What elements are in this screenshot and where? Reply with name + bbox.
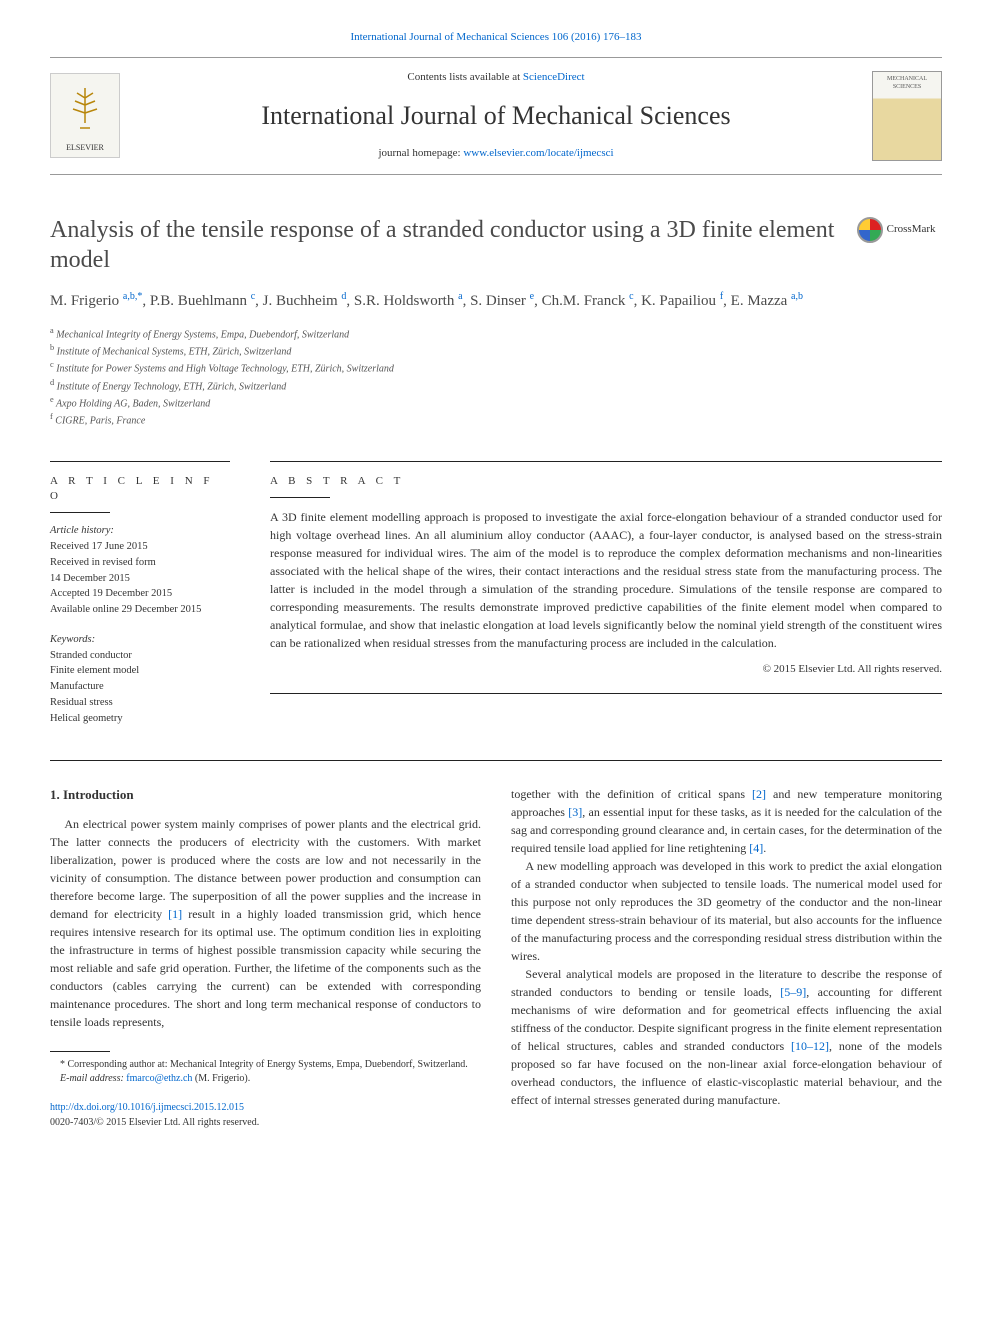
body-columns: 1. Introduction An electrical power syst… <box>50 785 942 1130</box>
keyword-line: Helical geometry <box>50 711 230 727</box>
footnotes: * Corresponding author at: Mechanical In… <box>50 1058 481 1086</box>
keyword-line: Manufacture <box>50 679 230 695</box>
body-divider-top <box>50 760 942 761</box>
email-suffix: (M. Frigerio). <box>192 1073 250 1084</box>
homepage-line: journal homepage: www.elsevier.com/locat… <box>120 146 872 161</box>
crossmark-badge[interactable]: CrossMark <box>857 215 942 245</box>
affiliation-line: b Institute of Mechanical Systems, ETH, … <box>50 342 942 359</box>
affiliation-line: e Axpo Holding AG, Baden, Switzerland <box>50 394 942 411</box>
title-row: Analysis of the tensile response of a st… <box>50 215 942 289</box>
crossmark-label: CrossMark <box>887 222 936 237</box>
elsevier-label: ELSEVIER <box>66 142 104 153</box>
body-paragraph: An electrical power system mainly compri… <box>50 815 481 1031</box>
affiliation-line: c Institute for Power Systems and High V… <box>50 359 942 376</box>
article-info-heading: A R T I C L E I N F O <box>50 474 230 505</box>
info-abstract-row: A R T I C L E I N F O Article history: R… <box>50 453 942 741</box>
section-1-heading: 1. Introduction <box>50 785 481 805</box>
top-journal-link-text[interactable]: International Journal of Mechanical Scie… <box>350 31 641 43</box>
crossmark-icon <box>857 217 883 243</box>
elsevier-tree-icon <box>51 74 119 142</box>
affiliation-line: f CIGRE, Paris, France <box>50 411 942 428</box>
ref-link[interactable]: [1] <box>168 907 182 921</box>
article-history-block: Article history: Received 17 June 2015Re… <box>50 523 230 618</box>
homepage-link[interactable]: www.elsevier.com/locate/ijmecsci <box>463 147 613 159</box>
keywords-block: Keywords: Stranded conductorFinite eleme… <box>50 632 230 727</box>
affiliation-line: d Institute of Energy Technology, ETH, Z… <box>50 377 942 394</box>
history-label: Article history: <box>50 523 230 539</box>
email-line: E-mail address: fmarco@ethz.ch (M. Frige… <box>50 1072 481 1086</box>
body-paragraph: A new modelling approach was developed i… <box>511 857 942 965</box>
email-link[interactable]: fmarco@ethz.ch <box>126 1073 192 1084</box>
keywords-label: Keywords: <box>50 632 230 648</box>
abstract-heading: A B S T R A C T <box>270 474 942 489</box>
ref-link[interactable]: [10–12] <box>791 1039 829 1053</box>
keyword-line: Finite element model <box>50 663 230 679</box>
body-paragraph: together with the definition of critical… <box>511 785 942 857</box>
header-center: Contents lists available at ScienceDirec… <box>120 70 872 161</box>
homepage-prefix: journal homepage: <box>378 147 463 159</box>
body-paragraph: Several analytical models are proposed i… <box>511 965 942 1109</box>
keyword-line: Residual stress <box>50 695 230 711</box>
history-line: 14 December 2015 <box>50 571 230 587</box>
ref-link[interactable]: [3] <box>568 805 582 819</box>
history-line: Available online 29 December 2015 <box>50 602 230 618</box>
sciencedirect-link[interactable]: ScienceDirect <box>523 71 585 83</box>
journal-title: International Journal of Mechanical Scie… <box>120 98 872 134</box>
journal-header: ELSEVIER Contents lists available at Sci… <box>50 57 942 174</box>
article-title: Analysis of the tensile response of a st… <box>50 215 857 275</box>
ref-link[interactable]: [2] <box>752 787 766 801</box>
journal-cover-thumbnail[interactable]: MECHANICAL SCIENCES <box>872 71 942 161</box>
history-line: Received in revised form <box>50 555 230 571</box>
cover-label: MECHANICAL SCIENCES <box>876 75 938 92</box>
info-divider-top <box>50 461 230 462</box>
affiliations: a Mechanical Integrity of Energy Systems… <box>50 325 942 429</box>
ref-link[interactable]: [5–9] <box>780 985 806 999</box>
ref-link[interactable]: [4] <box>749 841 763 855</box>
abstract: A B S T R A C T A 3D finite element mode… <box>270 453 942 741</box>
elsevier-logo[interactable]: ELSEVIER <box>50 73 120 158</box>
abstract-copyright: © 2015 Elsevier Ltd. All rights reserved… <box>270 662 942 677</box>
info-mini-divider <box>50 512 110 513</box>
affiliation-line: a Mechanical Integrity of Energy Systems… <box>50 325 942 342</box>
contents-line: Contents lists available at ScienceDirec… <box>120 70 872 85</box>
article-info: A R T I C L E I N F O Article history: R… <box>50 453 230 741</box>
doi-block: http://dx.doi.org/10.1016/j.ijmecsci.201… <box>50 1100 481 1130</box>
history-line: Received 17 June 2015 <box>50 539 230 555</box>
history-line: Accepted 19 December 2015 <box>50 586 230 602</box>
abstract-divider-bottom <box>270 693 942 694</box>
contents-prefix: Contents lists available at <box>407 71 522 83</box>
keyword-line: Stranded conductor <box>50 648 230 664</box>
abstract-divider-top <box>270 461 942 462</box>
abstract-mini-divider <box>270 497 330 498</box>
top-journal-link[interactable]: International Journal of Mechanical Scie… <box>50 30 942 45</box>
doi-link[interactable]: http://dx.doi.org/10.1016/j.ijmecsci.201… <box>50 1102 244 1113</box>
authors-list: M. Frigerio a,b,*, P.B. Buehlmann c, J. … <box>50 289 942 313</box>
corresponding-author-note: * Corresponding author at: Mechanical In… <box>50 1058 481 1072</box>
email-label: E-mail address: <box>60 1073 126 1084</box>
footnote-separator <box>50 1051 110 1052</box>
issn-line: 0020-7403/© 2015 Elsevier Ltd. All right… <box>50 1117 259 1128</box>
abstract-text: A 3D finite element modelling approach i… <box>270 508 942 652</box>
